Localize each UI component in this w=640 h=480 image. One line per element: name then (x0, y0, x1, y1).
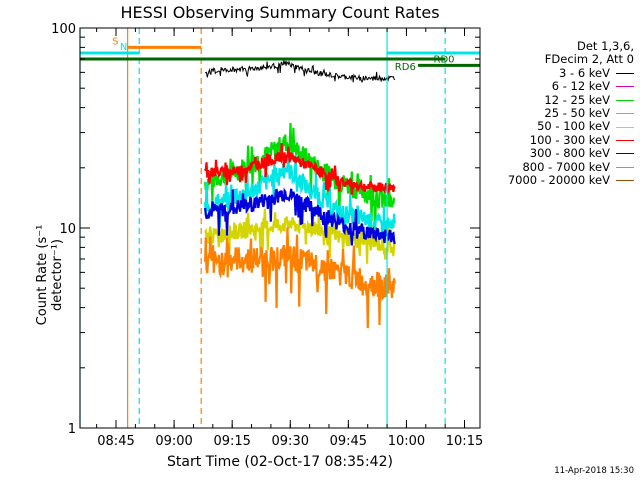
legend-entries: 3 - 6 keV 6 - 12 keV 12 - 25 keV 25 - 50 ke… (507, 65, 634, 188)
legend-entry-label: 50 - 100 keV (537, 119, 610, 134)
series-line (204, 150, 396, 250)
legend-entry-label: 12 - 25 keV (544, 92, 610, 107)
legend-entry: 3 - 6 keV (508, 65, 634, 80)
legend-entry: 6 - 12 keV (508, 79, 634, 94)
x-tick-label: 08:45 (97, 434, 134, 449)
x-tick-label: 09:30 (272, 434, 309, 449)
x-tick-label: 09:45 (330, 434, 367, 449)
y-tick-label: 100 (51, 22, 76, 37)
legend-entry-label: 800 - 7000 keV (522, 159, 610, 174)
series-line (204, 227, 396, 329)
legend-swatch (616, 73, 634, 75)
x-tick-label: 09:15 (213, 434, 250, 449)
flag-label: RD0 (434, 54, 455, 65)
series-line (204, 142, 396, 196)
legend-swatch (616, 166, 634, 168)
legend-entry: 7000 - 20000 keV (507, 173, 634, 188)
legend-entry: 25 - 50 keV (508, 106, 634, 121)
legend-swatch (616, 126, 634, 128)
flag-label: S (112, 36, 118, 47)
flag-label: RD6 (395, 62, 416, 73)
legend-entry: 300 - 800 keV (508, 146, 634, 161)
legend-swatch (616, 153, 634, 155)
legend-entry-label: 25 - 50 keV (544, 106, 610, 121)
legend-entry: 800 - 7000 keV (508, 159, 634, 174)
legend-entry: 12 - 25 keV (508, 92, 634, 107)
legend-entry: 50 - 100 keV (508, 120, 634, 133)
legend-swatch (616, 86, 634, 88)
y-tick-label: 10 (59, 222, 76, 237)
legend-entry-label: 100 - 300 keV (529, 132, 610, 147)
chart-title: HESSI Observing Summary Count Rates (120, 3, 440, 22)
flag-label: N (120, 42, 127, 53)
legend-swatch (616, 180, 634, 182)
x-tick-label: 09:00 (155, 434, 192, 449)
x-tick-label: 10:15 (446, 434, 483, 449)
generation-timestamp: 11-Apr-2018 15:30 (554, 466, 634, 476)
y-axis-label: Count Rate (s⁻¹ detector⁻¹) (35, 224, 65, 326)
y-tick-label: 1 (68, 422, 76, 437)
legend-entry-label: 6 - 12 keV (551, 79, 610, 94)
legend-entry: 100 - 300 keV (508, 132, 634, 147)
legend-header-2: FDecim 2, Att 0 (544, 52, 634, 67)
legend: Det 1,3,6, FDecim 2, Att 0 3 - 6 keV 6 - … (507, 39, 634, 188)
legend-entry-label: 300 - 800 keV (529, 146, 610, 161)
x-axis-label: Start Time (02-Oct-17 08:35:42) (167, 454, 393, 470)
series-line (204, 187, 396, 246)
legend-entry-label: 7000 - 20000 keV (507, 173, 610, 188)
x-tick-label: 10:00 (388, 434, 425, 449)
legend-swatch (616, 140, 634, 142)
legend-header-1: Det 1,3,6, (576, 39, 634, 53)
legend-entry-label: 3 - 6 keV (559, 65, 610, 80)
legend-swatch (616, 99, 634, 101)
series-line (204, 60, 396, 84)
legend-swatch (616, 113, 634, 115)
